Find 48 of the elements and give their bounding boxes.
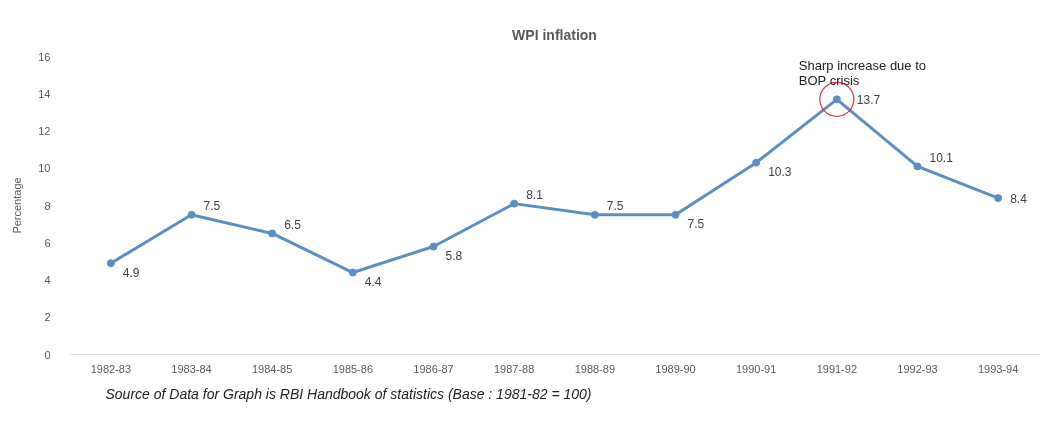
data-label: 4.9 — [122, 265, 140, 280]
x-tick-label: 1993-94 — [977, 362, 1019, 375]
point — [590, 210, 599, 219]
data-label: 8.4 — [1010, 191, 1028, 206]
x-tick-label: 1987-88 — [493, 362, 535, 375]
y-tick-label: 6 — [44, 236, 51, 249]
x-tick-label: 1982-83 — [90, 362, 132, 375]
data-label: 4.4 — [364, 275, 382, 290]
x-tick-label: 1985-86 — [332, 362, 374, 375]
y-tick-label: 12 — [38, 125, 51, 137]
source-note: Source of Data for Graph is RBI Handbook of statistics (Base : 1981-82 = 100) — [105, 385, 592, 402]
x-tick-label: 1986-87 — [413, 362, 454, 375]
y-tick-label: 16 — [38, 50, 51, 63]
y-axis-title: Percentage — [11, 177, 24, 234]
y-tick-label: 10 — [38, 162, 51, 175]
x-tick-label: 1983-84 — [171, 362, 212, 375]
point — [268, 229, 277, 238]
point — [106, 259, 115, 268]
data-label: 13.7 — [856, 92, 881, 107]
y-tick-label: 14 — [38, 87, 51, 100]
point — [994, 194, 1003, 203]
chart-title: WPI inflation — [512, 26, 597, 43]
point — [752, 158, 761, 167]
point — [429, 242, 438, 251]
data-label: 8.1 — [526, 188, 544, 203]
data-label: 10.3 — [768, 165, 792, 180]
point — [348, 268, 357, 277]
x-tick-label: 1991-92 — [816, 362, 858, 375]
data-label: 7.5 — [203, 199, 221, 214]
point — [510, 199, 519, 208]
data-label: 5.8 — [445, 248, 463, 263]
x-tick-label: 1988-89 — [574, 362, 616, 375]
annotation: Sharp increase due to BOP crisis — [798, 57, 927, 89]
data-label: 10.1 — [929, 150, 954, 165]
data-label: 6.5 — [284, 217, 302, 232]
y-tick-label: 2 — [44, 311, 51, 324]
x-tick-label: 1992-93 — [897, 362, 938, 375]
x-tick-label: 1989-90 — [655, 362, 696, 375]
y-tick-label: 4 — [44, 274, 51, 286]
y-tick-label: 8 — [44, 199, 51, 212]
data-label: 7.5 — [687, 217, 705, 232]
x-tick-label: 1984-85 — [251, 362, 293, 375]
x-tick-label: 1990-91 — [735, 362, 777, 375]
point — [671, 210, 680, 219]
point — [913, 162, 922, 171]
data-label: 7.5 — [606, 199, 624, 214]
y-tick-label: 0 — [44, 348, 51, 361]
point — [187, 210, 196, 219]
